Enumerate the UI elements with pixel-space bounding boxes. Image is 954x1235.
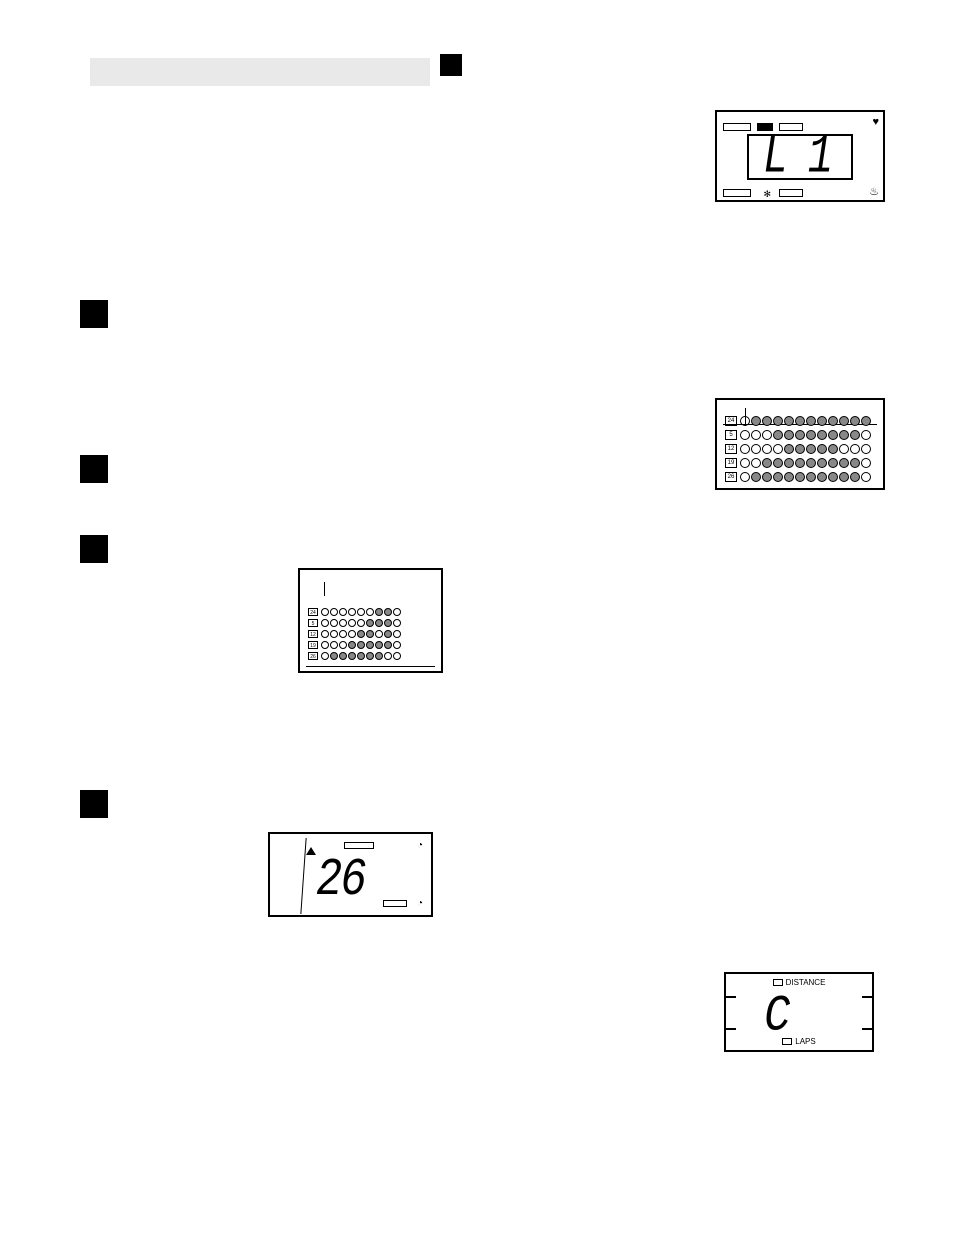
heart-icon: ♥ xyxy=(872,116,879,128)
lcd-display-l1: ♥ L 1 ✻ ♨ xyxy=(715,110,885,202)
flame-icon: ♨ xyxy=(869,185,879,198)
laps-label: LAPS xyxy=(795,1037,815,1046)
lcd-display-26: ◔ 26 ◔ xyxy=(268,832,433,917)
distance-label: DISTANCE xyxy=(786,978,826,987)
lcd1-left-char: L xyxy=(763,126,792,188)
dot-matrix-large: 245121926 xyxy=(715,398,885,490)
dot-matrix-small: 245121926 xyxy=(298,568,443,673)
lcd2-value: 26 xyxy=(316,851,365,911)
lcd-display-distance-laps: DISTANCE C LAPS xyxy=(724,972,874,1052)
step-marker-4 xyxy=(80,790,108,818)
header-gray-bar xyxy=(90,58,430,86)
header-marker xyxy=(440,54,462,76)
clock-icon: ◔ xyxy=(417,898,423,909)
clock-icon: ◔ xyxy=(417,840,423,851)
step-marker-2 xyxy=(80,455,108,483)
lcd1-right-char: 1 xyxy=(808,126,837,188)
step-marker-3 xyxy=(80,535,108,563)
step-marker-1 xyxy=(80,300,108,328)
